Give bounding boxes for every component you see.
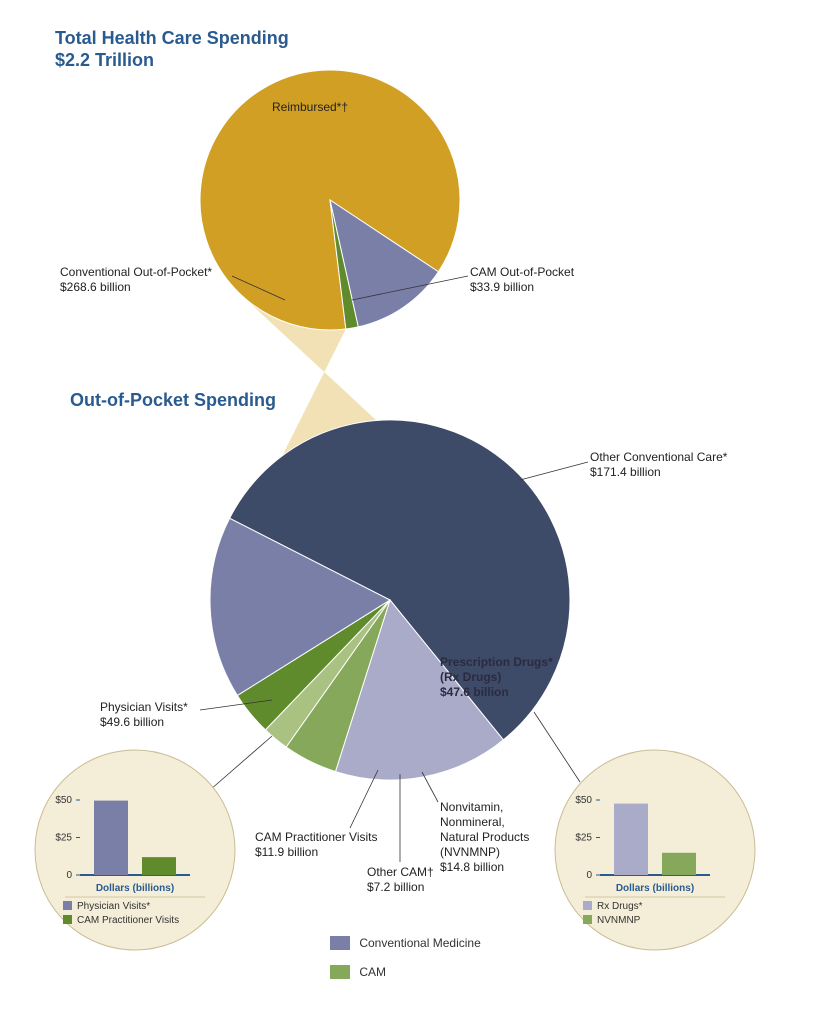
bar-left-ylabel: Dollars (billions) <box>96 883 174 894</box>
top-pie-label-conv_oop: Conventional Out-of-Pocket*$268.6 billio… <box>60 265 212 295</box>
svg-text:$25: $25 <box>575 833 592 844</box>
bar-right-bar-0 <box>614 804 648 875</box>
main-legend: Conventional Medicine CAM <box>330 935 481 979</box>
bar-left-bar-0 <box>94 801 128 875</box>
bar-left-legend-label-1: CAM Practitioner Visits <box>77 915 179 926</box>
leader-line <box>210 736 272 790</box>
leader-line <box>422 772 438 802</box>
legend-swatch-conventional <box>330 936 350 950</box>
legend-cam-label: CAM <box>359 965 386 979</box>
bottom-pie-label-phys: Physician Visits*$49.6 billion <box>100 700 188 730</box>
bar-right-legend-swatch-0 <box>583 901 592 910</box>
svg-text:0: 0 <box>586 870 592 881</box>
bar-left-legend-label-0: Physician Visits* <box>77 901 150 912</box>
svg-text:0: 0 <box>66 870 72 881</box>
leader-line <box>520 462 588 480</box>
bar-right-legend-swatch-1 <box>583 915 592 924</box>
bottom-pie-label-other_cam: Other CAM†$7.2 billion <box>367 865 434 895</box>
bottom-pie-label-nvnmnp: Nonvitamin,Nonmineral,Natural Products(N… <box>440 800 529 875</box>
bar-right-legend-label-0: Rx Drugs* <box>597 901 643 912</box>
bar-right-legend-label-1: NVNMNP <box>597 915 641 926</box>
bottom-pie-label-cam_prac: CAM Practitioner Visits$11.9 billion <box>255 830 377 860</box>
leader-line <box>534 712 580 782</box>
top-pie-label-cam_oop: CAM Out-of-Pocket$33.9 billion <box>470 265 574 295</box>
svg-text:$50: $50 <box>55 795 72 806</box>
bottom-pie-label-other_conv: Other Conventional Care*$171.4 billion <box>590 450 727 480</box>
bar-right-bar-1 <box>662 853 696 875</box>
bottom-pie-label-rx: Prescription Drugs*(Rx Drugs)$47.6 billi… <box>440 655 553 700</box>
svg-text:$25: $25 <box>55 833 72 844</box>
bar-left-legend-swatch-0 <box>63 901 72 910</box>
leader-line <box>350 770 378 828</box>
top-pie-label-reimbursed: Reimbursed*† <box>272 100 348 115</box>
bar-left-bar-1 <box>142 857 176 875</box>
bar-right-ylabel: Dollars (billions) <box>616 883 694 894</box>
svg-text:$50: $50 <box>575 795 592 806</box>
legend-swatch-cam <box>330 965 350 979</box>
bar-left-legend-swatch-1 <box>63 915 72 924</box>
legend-conventional-label: Conventional Medicine <box>359 936 480 950</box>
